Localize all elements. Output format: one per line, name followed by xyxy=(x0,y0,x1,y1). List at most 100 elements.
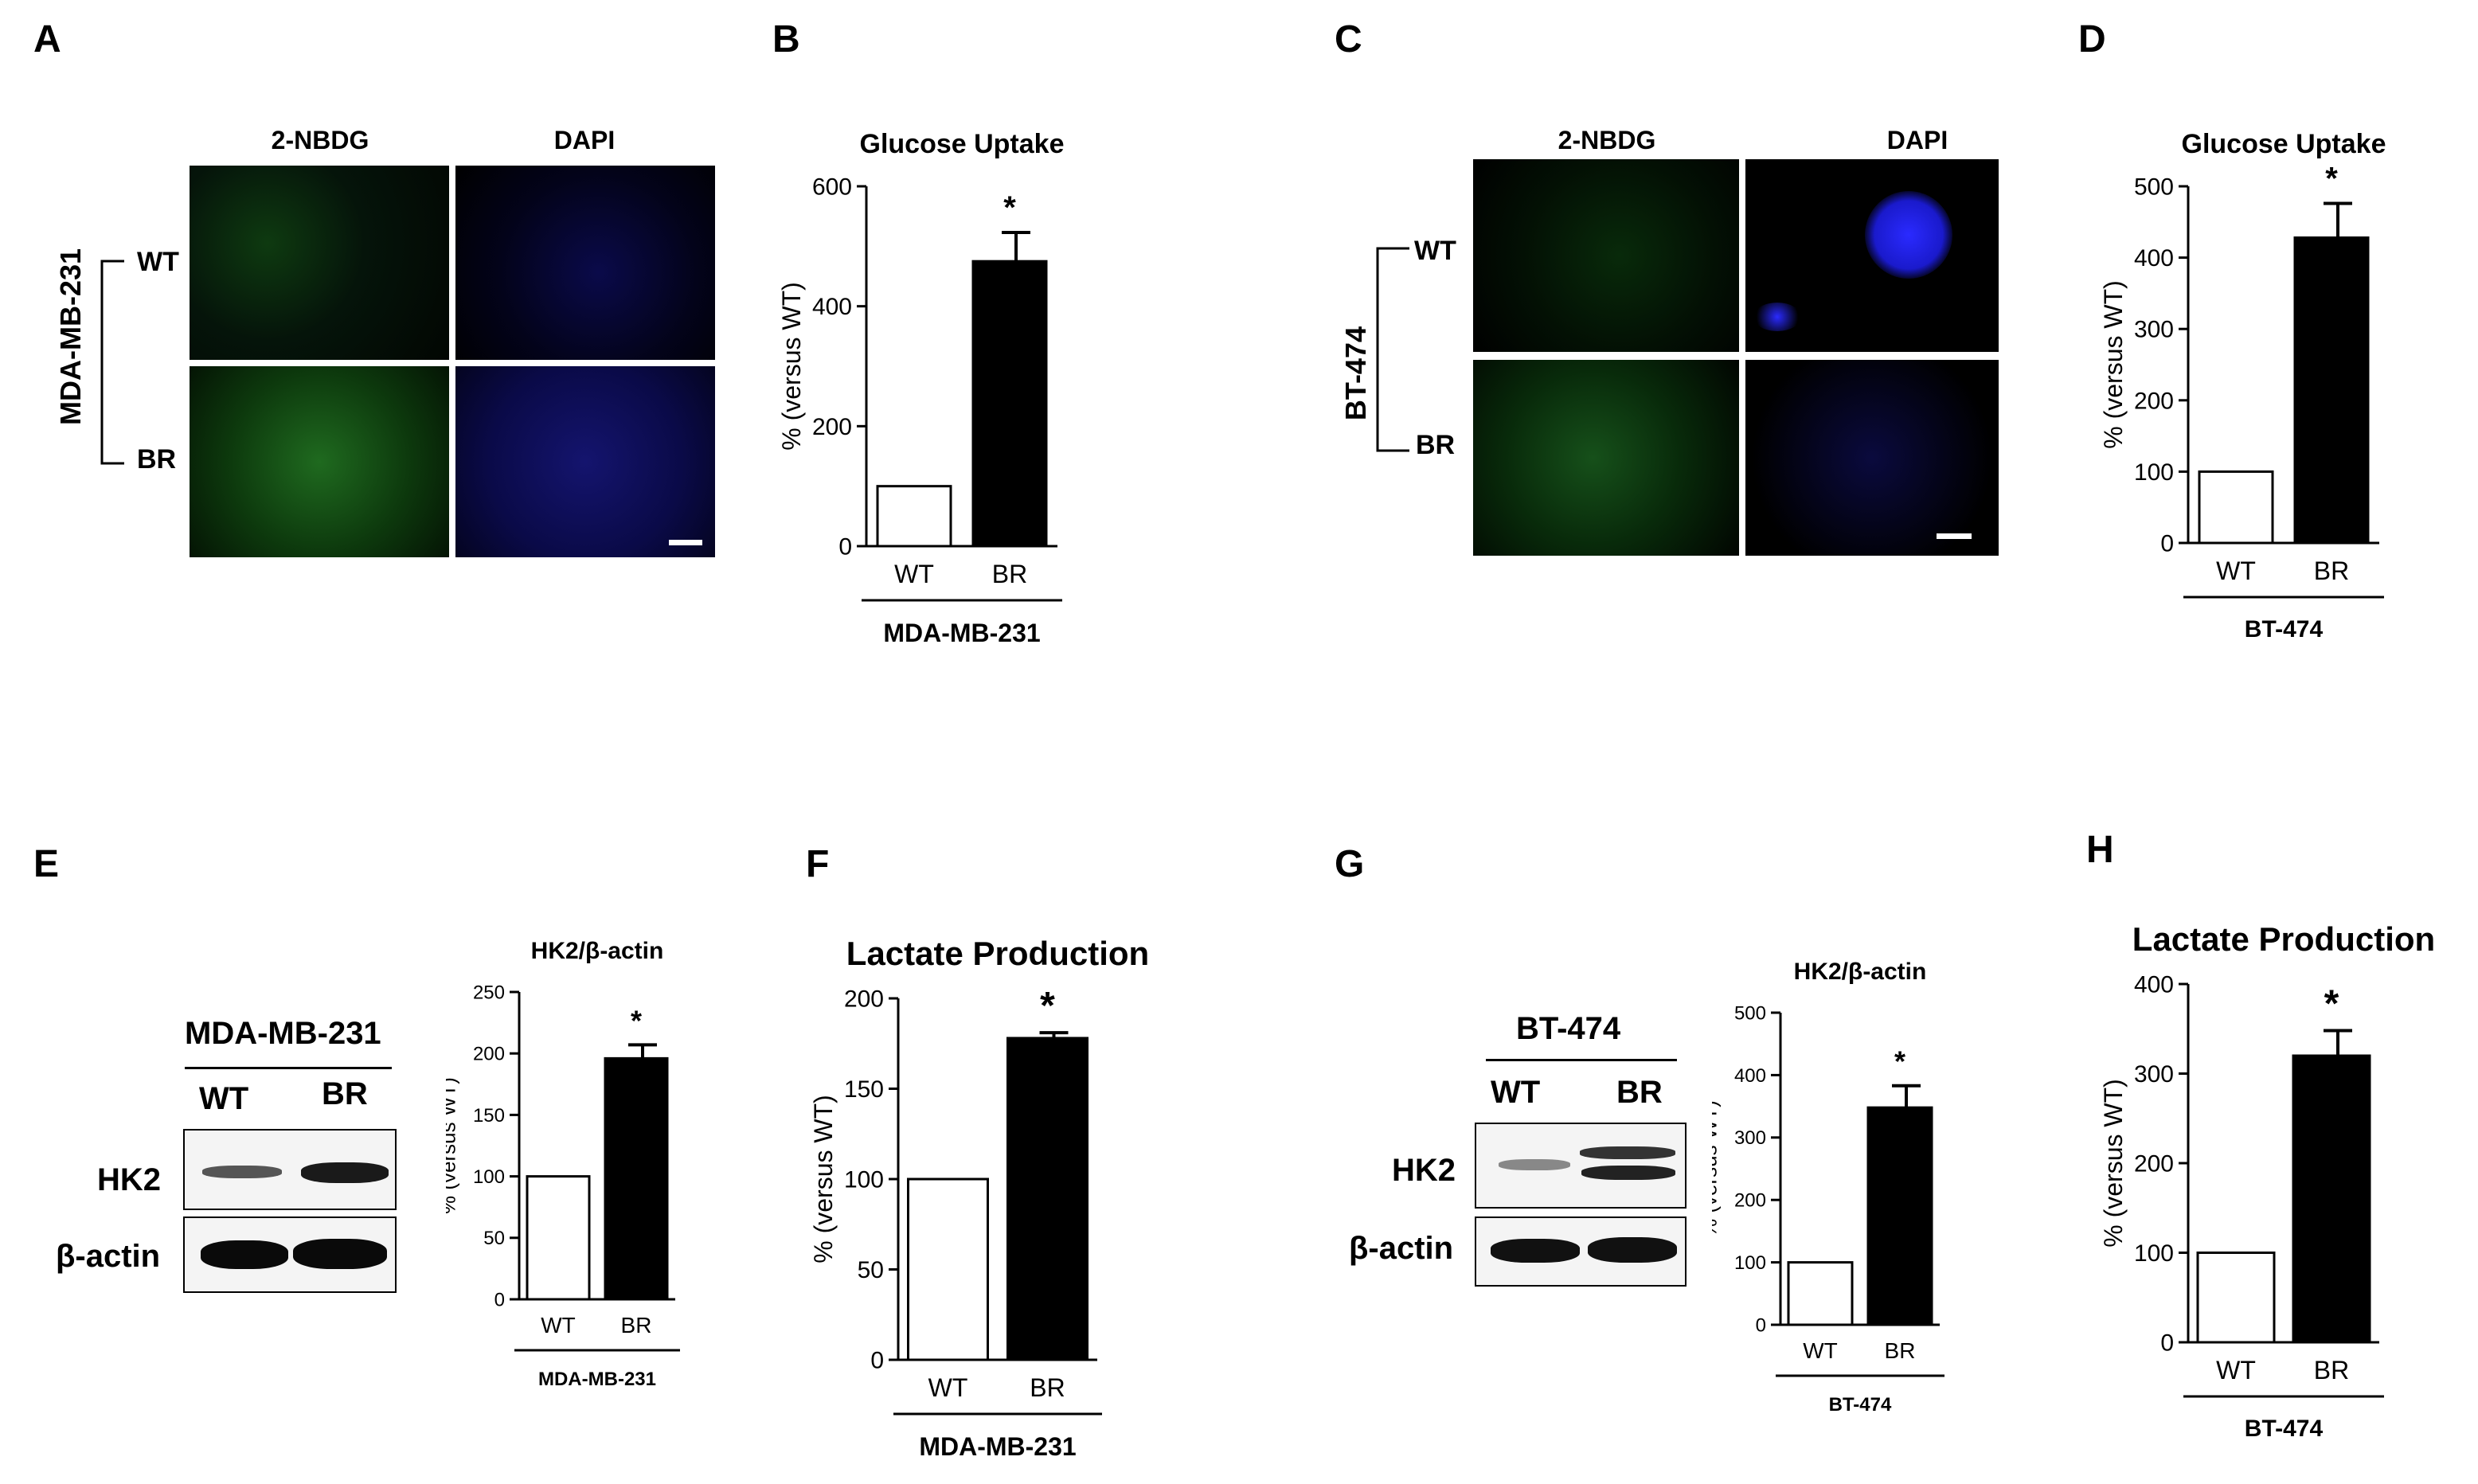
blot-row-hk2: HK2 xyxy=(1392,1153,1456,1188)
blot-hk2-strip xyxy=(1475,1123,1687,1209)
bar-chart-d: Glucose Uptake 0 100 200 300 400 500 % (versus … xyxy=(2099,129,2386,642)
y-tick-label: 250 xyxy=(473,982,505,1003)
y-axis-label: % (versus WT) xyxy=(2099,1079,2128,1248)
chart-title: Glucose Uptake xyxy=(860,129,1065,159)
nuclei-cluster xyxy=(1865,191,1952,279)
column-label-dapi: DAPI xyxy=(553,126,616,154)
significance-star: * xyxy=(631,1004,642,1037)
bar-br xyxy=(971,260,1048,548)
scale-bar xyxy=(669,540,702,545)
band-wt xyxy=(201,1240,288,1269)
significance-star: * xyxy=(2325,162,2338,197)
row-label-br: BR xyxy=(1416,430,1456,460)
y-axis-label: % (versus WT) xyxy=(1712,1100,1722,1237)
x-category-label: WT xyxy=(2216,1356,2256,1384)
x-axis-label: MDA-MB-231 xyxy=(538,1369,656,1390)
blot-actin-strip xyxy=(1475,1216,1687,1287)
panel-letter-a: A xyxy=(33,18,61,61)
y-tick-label: 50 xyxy=(483,1228,505,1249)
y-axis-label: % (versus WT) xyxy=(446,1077,460,1214)
y-tick-label: 100 xyxy=(844,1167,884,1193)
blot-row-hk2: HK2 xyxy=(97,1162,162,1197)
band-br xyxy=(301,1162,389,1183)
cell-line-label: MDA-MB-231 xyxy=(54,248,87,426)
panel-letter-e: E xyxy=(33,843,60,885)
significance-star: * xyxy=(1003,190,1016,225)
chart-title: Lactate Production xyxy=(2132,920,2435,958)
bar-br xyxy=(2293,236,2370,545)
micrograph-wt-dapi xyxy=(1745,159,1999,352)
y-tick-label: 400 xyxy=(1734,1065,1766,1087)
bar-br xyxy=(1006,1037,1089,1361)
y-tick-label: 50 xyxy=(858,1257,884,1283)
x-category-label: WT xyxy=(928,1373,968,1402)
micrograph-wt-dapi xyxy=(455,166,715,360)
y-tick-label: 0 xyxy=(1756,1314,1766,1336)
y-tick-label: 500 xyxy=(1734,1002,1766,1024)
y-tick-label: 500 xyxy=(2134,174,2174,201)
x-category-label: WT xyxy=(1803,1338,1838,1363)
x-category-label: BR xyxy=(2314,556,2349,585)
y-tick-label: 100 xyxy=(1734,1252,1766,1274)
row-label-br: BR xyxy=(137,444,177,474)
x-category-label: WT xyxy=(541,1313,576,1338)
x-category-label: BR xyxy=(1885,1338,1916,1363)
blot-row-beta-actin: β-actin xyxy=(56,1239,161,1274)
x-category-label: BR xyxy=(621,1313,652,1338)
y-tick-label: 300 xyxy=(1734,1127,1766,1149)
blot-underline xyxy=(1486,1059,1677,1061)
y-tick-label: 100 xyxy=(2134,1240,2174,1267)
bar-chart-g: HK2/β-actin 0 100 200 300 400 500 % (versus WT)… xyxy=(1712,959,1944,1416)
bar-chart-e: HK2/β-actin 0 50 100 150 200 250 % (versus WT) W… xyxy=(446,938,680,1390)
band-br xyxy=(1580,1146,1675,1159)
micrograph-br-2nbdg xyxy=(1473,360,1739,556)
x-category-label: WT xyxy=(2216,556,2256,585)
lane-label-br: BR xyxy=(1616,1075,1663,1110)
y-tick-label: 600 xyxy=(812,174,852,201)
micrograph-br-2nbdg xyxy=(190,366,449,557)
band-wt xyxy=(1499,1159,1570,1170)
y-tick-label: 100 xyxy=(473,1166,505,1188)
x-axis-label: BT-474 xyxy=(2245,616,2324,642)
y-tick-label: 300 xyxy=(2134,1061,2174,1088)
micrograph-br-dapi xyxy=(455,366,715,557)
panel-letter-d: D xyxy=(2078,18,2106,61)
panel-letter-h: H xyxy=(2086,829,2114,871)
row-label-wt: WT xyxy=(137,247,179,277)
significance-star: * xyxy=(1894,1045,1905,1078)
column-label-2nbdg: 2-NBDG xyxy=(1558,126,1656,154)
bar-wt xyxy=(2198,470,2274,545)
y-tick-label: 200 xyxy=(473,1044,505,1065)
y-tick-label: 200 xyxy=(1734,1190,1766,1212)
bar-br xyxy=(2292,1054,2371,1344)
row-bracket xyxy=(100,260,124,465)
significance-star: * xyxy=(1040,985,1055,1027)
micrograph-wt-2nbdg xyxy=(1473,159,1739,352)
y-tick-label: 200 xyxy=(2134,1151,2174,1177)
panel-letter-b: B xyxy=(772,18,800,61)
y-axis-label: % (versus WT) xyxy=(777,282,806,451)
band-wt xyxy=(202,1166,282,1178)
blot-actin-strip xyxy=(183,1216,397,1293)
x-axis-label: BT-474 xyxy=(2245,1416,2324,1442)
band-br xyxy=(1588,1237,1677,1263)
bar-wt xyxy=(907,1177,989,1361)
blot-cell-line: MDA-MB-231 xyxy=(185,1016,381,1051)
column-label-2nbdg: 2-NBDG xyxy=(271,126,369,154)
y-tick-label: 200 xyxy=(812,414,852,440)
lane-label-wt: WT xyxy=(199,1081,249,1116)
y-tick-label: 200 xyxy=(2134,388,2174,414)
y-tick-label: 0 xyxy=(494,1289,505,1310)
nuclei-cluster xyxy=(1753,303,1801,331)
x-category-label: BR xyxy=(992,560,1027,588)
row-label-wt: WT xyxy=(1414,236,1456,266)
y-tick-label: 300 xyxy=(2134,317,2174,343)
lane-label-br: BR xyxy=(322,1076,368,1111)
chart-title: Glucose Uptake xyxy=(2182,129,2386,159)
panel-letter-c: C xyxy=(1335,18,1362,61)
y-axis-label: % (versus WT) xyxy=(2099,280,2128,449)
y-tick-label: 400 xyxy=(2134,972,2174,998)
column-label-dapi: DAPI xyxy=(1886,126,1948,154)
chart-title: HK2/β-actin xyxy=(1794,959,1927,985)
significance-star: * xyxy=(2324,983,2339,1025)
